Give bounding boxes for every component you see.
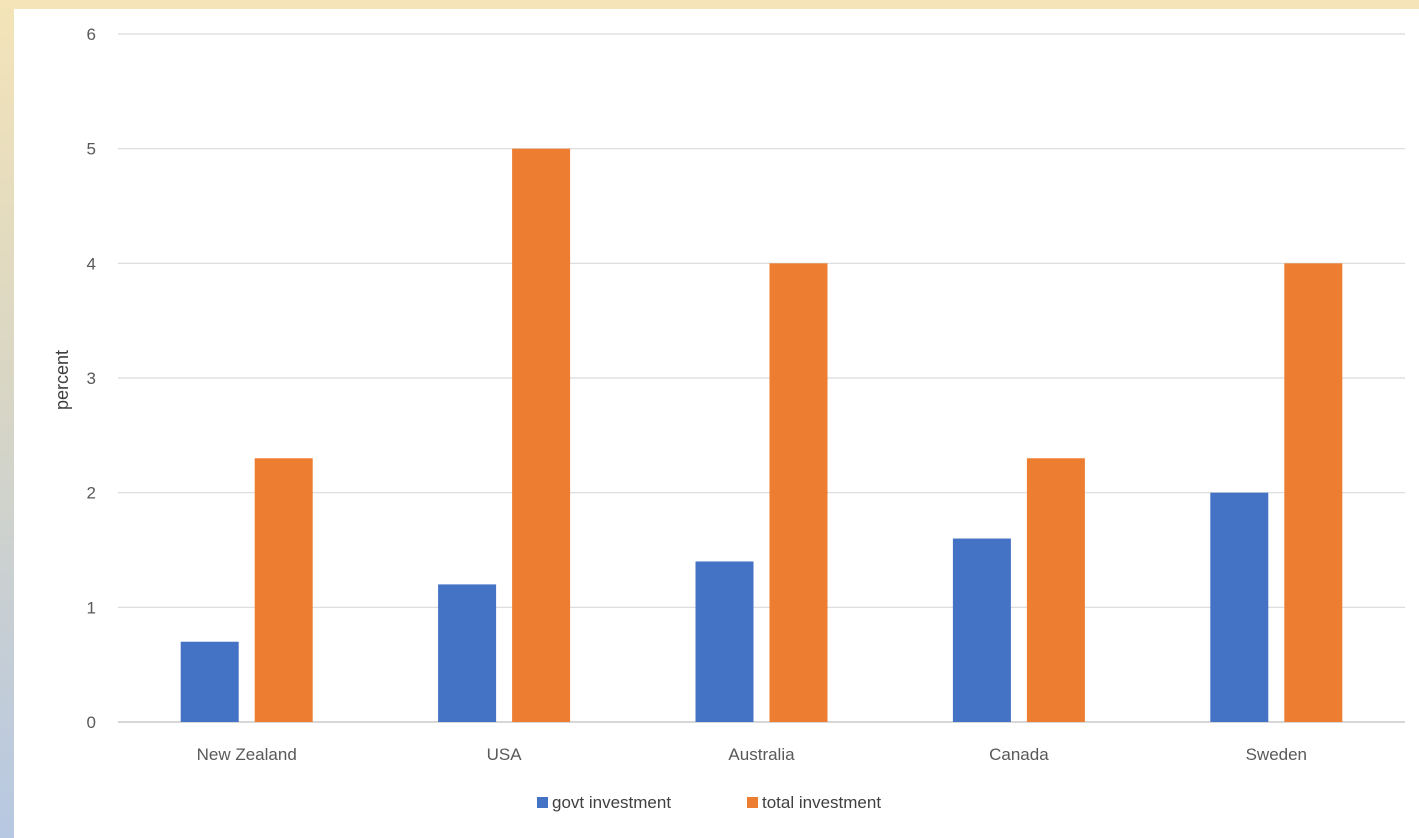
y-axis-ticks: 0 1 2 3 4 5 6 [87, 25, 96, 732]
x-tick-label: New Zealand [197, 745, 297, 764]
bar-govt-investment-canada [952, 538, 1011, 722]
legend-swatch-govt-investment [537, 797, 548, 808]
gridlines [118, 33, 1405, 723]
bars [180, 148, 1343, 722]
x-axis-ticks: New Zealand USA Australia Canada Sweden [197, 745, 1307, 764]
bar-govt-investment-new-zealand [180, 641, 239, 722]
y-axis-title: percent [52, 350, 72, 410]
bar-govt-investment-sweden [1210, 492, 1269, 722]
y-tick-label: 2 [87, 484, 96, 503]
x-tick-label: Australia [728, 745, 795, 764]
y-tick-label: 0 [87, 713, 96, 732]
legend-swatch-total-investment [747, 797, 758, 808]
bar-govt-investment-australia [695, 561, 754, 722]
legend: govt investment total investment [537, 793, 881, 812]
y-tick-label: 6 [87, 25, 96, 44]
bar-govt-investment-usa [438, 584, 497, 722]
y-tick-label: 1 [87, 598, 96, 617]
bar-total-investment-usa [512, 148, 571, 722]
bar-total-investment-canada [1026, 458, 1085, 722]
x-tick-label: Canada [989, 745, 1049, 764]
x-tick-label: USA [487, 745, 523, 764]
legend-label-govt-investment: govt investment [552, 793, 671, 812]
legend-label-total-investment: total investment [762, 793, 881, 812]
bar-total-investment-new-zealand [254, 458, 313, 722]
y-tick-label: 4 [87, 254, 96, 273]
x-tick-label: Sweden [1246, 745, 1307, 764]
bar-total-investment-australia [769, 263, 828, 722]
bar-total-investment-sweden [1284, 263, 1343, 722]
y-tick-label: 5 [87, 140, 96, 159]
y-tick-label: 3 [87, 369, 96, 388]
